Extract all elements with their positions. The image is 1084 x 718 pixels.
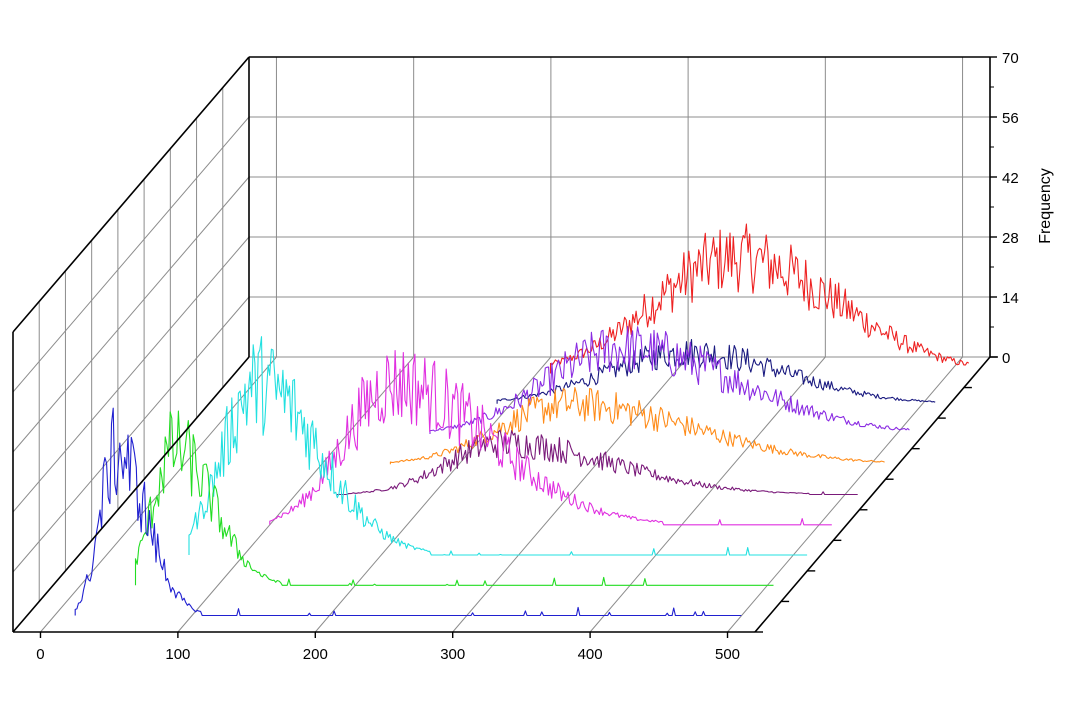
series-layer <box>74 223 970 617</box>
x-tick-label: 500 <box>715 646 740 663</box>
z-axis-title: Frequency <box>1037 168 1054 244</box>
z-tick-label: 28 <box>1002 230 1019 247</box>
series-line-9 <box>549 223 970 374</box>
frame-layer <box>12 56 998 633</box>
z-tick-label: 70 <box>1002 50 1019 67</box>
leftwall-hgrid <box>12 296 250 573</box>
x-axis-ticks: 0 100 200 300 400 500 <box>36 632 740 663</box>
floor-grid <box>589 356 826 633</box>
leftwall-hgrid <box>12 116 250 393</box>
leftwall-hgrid <box>12 236 250 513</box>
floor-grid <box>40 356 277 633</box>
x-tick-label: 100 <box>165 646 190 663</box>
series-line-2 <box>134 410 774 586</box>
grid-layer <box>12 56 990 633</box>
series-line-4 <box>269 350 832 526</box>
z-axis-ticks: 0 14 28 42 56 70 <box>990 50 1019 367</box>
series-line-1 <box>74 407 742 617</box>
z-tick-label: 0 <box>1002 350 1010 367</box>
leftwall-hgrid <box>12 176 250 453</box>
frame-edge <box>754 356 991 633</box>
x-tick-label: 300 <box>440 646 465 663</box>
frame-edge <box>12 56 250 333</box>
z-tick-label: 42 <box>1002 170 1019 187</box>
series-line-3 <box>188 336 808 556</box>
floor-grid <box>177 356 415 633</box>
z-tick-label: 56 <box>1002 110 1019 127</box>
x-tick-label: 200 <box>303 646 328 663</box>
frame-edge <box>12 356 250 633</box>
series-line-5 <box>337 429 858 496</box>
floor-grid <box>452 356 689 633</box>
z-tick-label: 14 <box>1002 290 1019 307</box>
x-tick-label: 400 <box>578 646 603 663</box>
x-tick-label: 0 <box>36 646 44 663</box>
series-line-7 <box>429 326 910 434</box>
floor-grid <box>314 356 552 633</box>
